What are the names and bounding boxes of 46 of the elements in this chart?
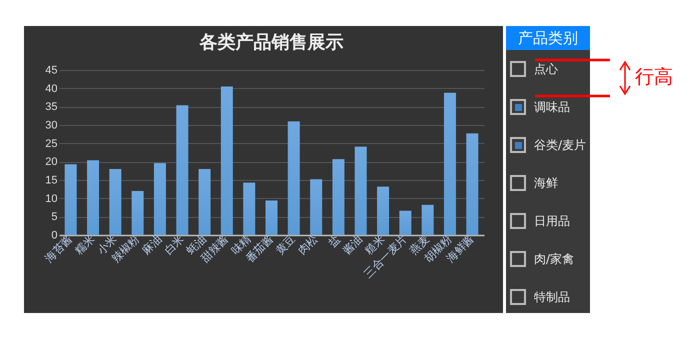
bar (288, 121, 300, 235)
y-tick-label: 15 (45, 174, 58, 186)
y-tick-label: 30 (45, 120, 58, 132)
category-label: 特制品 (534, 288, 570, 306)
bar (266, 200, 278, 235)
y-tick-label: 5 (51, 211, 58, 224)
y-tick-label: 10 (45, 192, 58, 205)
y-tick-label: 25 (45, 138, 58, 150)
x-tick-label: 白米 (162, 232, 187, 258)
bar (332, 159, 344, 235)
category-label: 日用品 (534, 212, 570, 230)
bar (109, 169, 122, 235)
bar (87, 160, 100, 235)
bar (399, 210, 412, 235)
y-tick-label: 40 (45, 82, 58, 95)
bar (176, 105, 188, 235)
x-tick-label: 黄豆 (273, 232, 298, 258)
category-label: 调味品 (534, 98, 570, 116)
y-tick-label: 20 (45, 156, 58, 168)
bar (198, 169, 211, 235)
y-tick-label: 0 (51, 230, 58, 242)
bar (422, 204, 434, 235)
category-label: 肉/家禽 (534, 250, 574, 268)
x-tick-label: 糯米 (72, 232, 98, 258)
bar (154, 163, 166, 235)
bar (310, 179, 322, 235)
x-tick-label: 盐 (326, 232, 343, 250)
bar (466, 133, 478, 235)
bar (64, 164, 77, 235)
y-tick-label: 35 (45, 101, 58, 114)
x-tick-label: 酱油 (340, 232, 365, 258)
category-label: 海鲜 (534, 174, 558, 192)
y-tick-label: 45 (45, 64, 58, 76)
category-label: 谷类/麦片 (534, 136, 586, 154)
bar (354, 146, 367, 235)
text: 产品类别 (506, 26, 590, 50)
bar (444, 92, 456, 235)
bar (243, 182, 256, 235)
category-label: 点心 (534, 60, 558, 78)
chart-title: 各类产品销售展示 (198, 32, 344, 53)
bar (132, 191, 144, 235)
bar (220, 86, 233, 235)
text: 行高 (635, 65, 673, 90)
bar (377, 186, 390, 235)
x-tick-label: 麻油 (139, 232, 164, 258)
x-tick-label: 肉松 (296, 233, 320, 258)
